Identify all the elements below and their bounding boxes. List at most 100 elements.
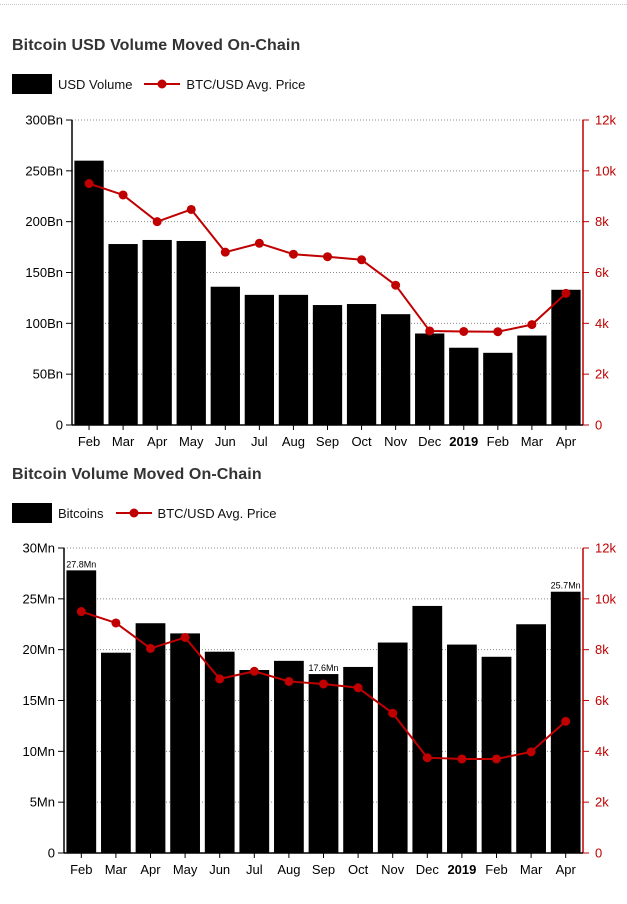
chart-2-y-right-tick-label: 12k: [595, 541, 616, 556]
chart-2-y-right-tick-label: 0: [595, 846, 602, 861]
chart-1-price-point: [288, 249, 298, 259]
chart-2-legend-bar-swatch: [12, 503, 52, 523]
chart-1-x-tick-label: Mar: [521, 434, 544, 449]
chart-2-y-left-tick-label: 20Mn: [22, 642, 55, 657]
chart-1-x-tick-label: Apr: [147, 434, 168, 449]
chart-2-price-point: [111, 618, 121, 628]
chart-1-y-left-tick-label: 100Bn: [25, 316, 63, 331]
chart-2-bar: [135, 623, 166, 853]
chart-1-y-left-tick-label: 200Bn: [25, 214, 63, 229]
chart-1-plot: 0 50Bn 100Bn 150Bn 200Bn 250Bn 300Bn 0 2k 4k 6k 8k 1…: [25, 113, 616, 450]
chart-2-bar: [412, 605, 443, 853]
chart-2-x-tick-label: Feb: [485, 862, 507, 877]
chart-2-x-tick-label: Apr: [140, 862, 161, 877]
chart-2-bar-data-label: 27.8Mn: [66, 559, 96, 569]
chart-2-x-tick-label: Aug: [277, 862, 300, 877]
chart-1-price-point: [527, 320, 537, 330]
chart-1-bar: [517, 335, 547, 425]
chart-1-price-point: [323, 252, 332, 262]
chart-1-x-tick-label: Feb: [78, 434, 100, 449]
chart-2-y-right-tick-label: 8k: [595, 642, 609, 657]
chart-1-price-point: [561, 288, 571, 298]
chart-2-legend-line-swatch: [115, 503, 152, 523]
chart-2-price-point: [146, 643, 155, 653]
chart-1-price-point: [186, 204, 196, 214]
chart-2-bar-data-label: 25.7Mn: [551, 581, 581, 591]
chart-2-price-point: [180, 632, 190, 642]
chart-2-bar: [274, 660, 304, 853]
chart-1-bar: [415, 333, 445, 425]
chart-2-y-left-tick-label: 30Mn: [22, 541, 55, 556]
chart-1-price-point: [493, 327, 503, 337]
chart-1-price-point: [425, 326, 435, 336]
chart-2-x-tick-label: Mar: [520, 862, 543, 877]
chart-2-x-tick-label: Apr: [556, 862, 577, 877]
chart-1-x-tick-label: Aug: [282, 434, 305, 449]
chart-2-price-point: [319, 679, 328, 689]
chart-2-y-left-tick-label: 5Mn: [30, 795, 55, 810]
chart-1-x-tick-label: Sep: [316, 434, 339, 449]
chart-1-y-right-tick-label: 12k: [595, 113, 616, 128]
chart-2-bar: [204, 651, 235, 853]
chart-1-y-right-tick-label: 2k: [595, 367, 609, 382]
chart-1-x-tick-label: Jun: [215, 434, 236, 449]
chart-2-bar: [170, 633, 200, 853]
chart-2-bar: [66, 570, 97, 853]
chart-1-bar: [278, 294, 309, 425]
chart-1-x-tick-label: Oct: [351, 434, 372, 449]
chart-1-y-left-tick-label: 300Bn: [25, 113, 63, 128]
chart-1-bar: [483, 352, 513, 425]
chart-1-bar: [551, 289, 581, 425]
chart-1-bar: [346, 304, 377, 425]
chart-2-bar: [239, 670, 270, 853]
chart-1-legend-line-swatch: [144, 74, 181, 94]
chart-2-y-right-tick-label: 2k: [595, 795, 609, 810]
chart-1-y-right-tick-label: 4k: [595, 316, 609, 331]
chart-2-y-left-tick-label: 0: [48, 846, 55, 861]
chart-1-bar: [449, 347, 479, 425]
chart-1-x-tick-label: Apr: [556, 434, 577, 449]
chart-1-y-left-tick-label: 0: [56, 418, 63, 433]
chart-2-price-point: [492, 754, 501, 764]
chart-2-x-tick-label: May: [173, 862, 198, 877]
chart-2-x-tick-label: Oct: [348, 862, 369, 877]
chart-1-price-point: [459, 326, 469, 336]
chart-1-bar: [210, 286, 240, 425]
chart-2-title: Bitcoin Volume Moved On-Chain: [12, 466, 262, 483]
chart-1-x-tick-label: 2019: [449, 434, 478, 449]
chart-2-bar: [447, 644, 477, 853]
chart-1-y-right-tick-label: 0: [595, 418, 602, 433]
top-divider: [0, 4, 627, 5]
chart-2-price-point: [422, 753, 432, 763]
chart-1-price-point: [84, 179, 94, 189]
chart-1-y-left-tick-label: 150Bn: [25, 265, 63, 280]
chart-2-y-left-tick-label: 10Mn: [22, 744, 55, 759]
chart-1-x-tick-label: Mar: [112, 434, 135, 449]
chart-2-y-left-tick-label: 15Mn: [22, 693, 55, 708]
chart-2-legend-bar-label: Bitcoins: [58, 505, 104, 521]
chart-1-x-tick-label: May: [179, 434, 204, 449]
chart-1-title: Bitcoin USD Volume Moved On-Chain: [12, 37, 301, 54]
chart-1-bar: [176, 240, 206, 425]
chart-2-bar: [101, 652, 131, 853]
chart-2-price-point: [76, 607, 86, 617]
chart-1-price-point: [391, 280, 401, 290]
chart-2-y-left-tick-label: 25Mn: [22, 591, 55, 606]
chart-1-y-left-tick-label: 250Bn: [25, 163, 63, 178]
chart-1-y-right-tick-label: 10k: [595, 163, 616, 178]
chart-1-legend-line-label: BTC/USD Avg. Price: [186, 76, 306, 92]
chart-1-y-right-tick-label: 8k: [595, 214, 609, 229]
chart-1-price-point: [357, 255, 367, 265]
chart-1-x-tick-label: Jul: [251, 434, 268, 449]
chart-2-price-point: [561, 716, 571, 726]
chart-1-y-left-tick-label: 50Bn: [33, 367, 63, 382]
chart-2-plot: 27.8Mn 17.6Mn 25.7Mn 0 5Mn 10Mn 15Mn 20Mn 25Mn 30…: [22, 541, 616, 878]
chart-1-bar: [380, 314, 411, 425]
chart-2-x-tick-label: Feb: [70, 862, 92, 877]
chart-2-x-tick-label: Sep: [312, 862, 335, 877]
chart-2-y-right-tick-label: 10k: [595, 591, 616, 606]
chart-2-bar: [377, 642, 408, 853]
chart-2-bar: [516, 624, 546, 853]
chart-2-y-right-tick-label: 4k: [595, 744, 609, 759]
chart-1-price-point: [220, 247, 230, 257]
